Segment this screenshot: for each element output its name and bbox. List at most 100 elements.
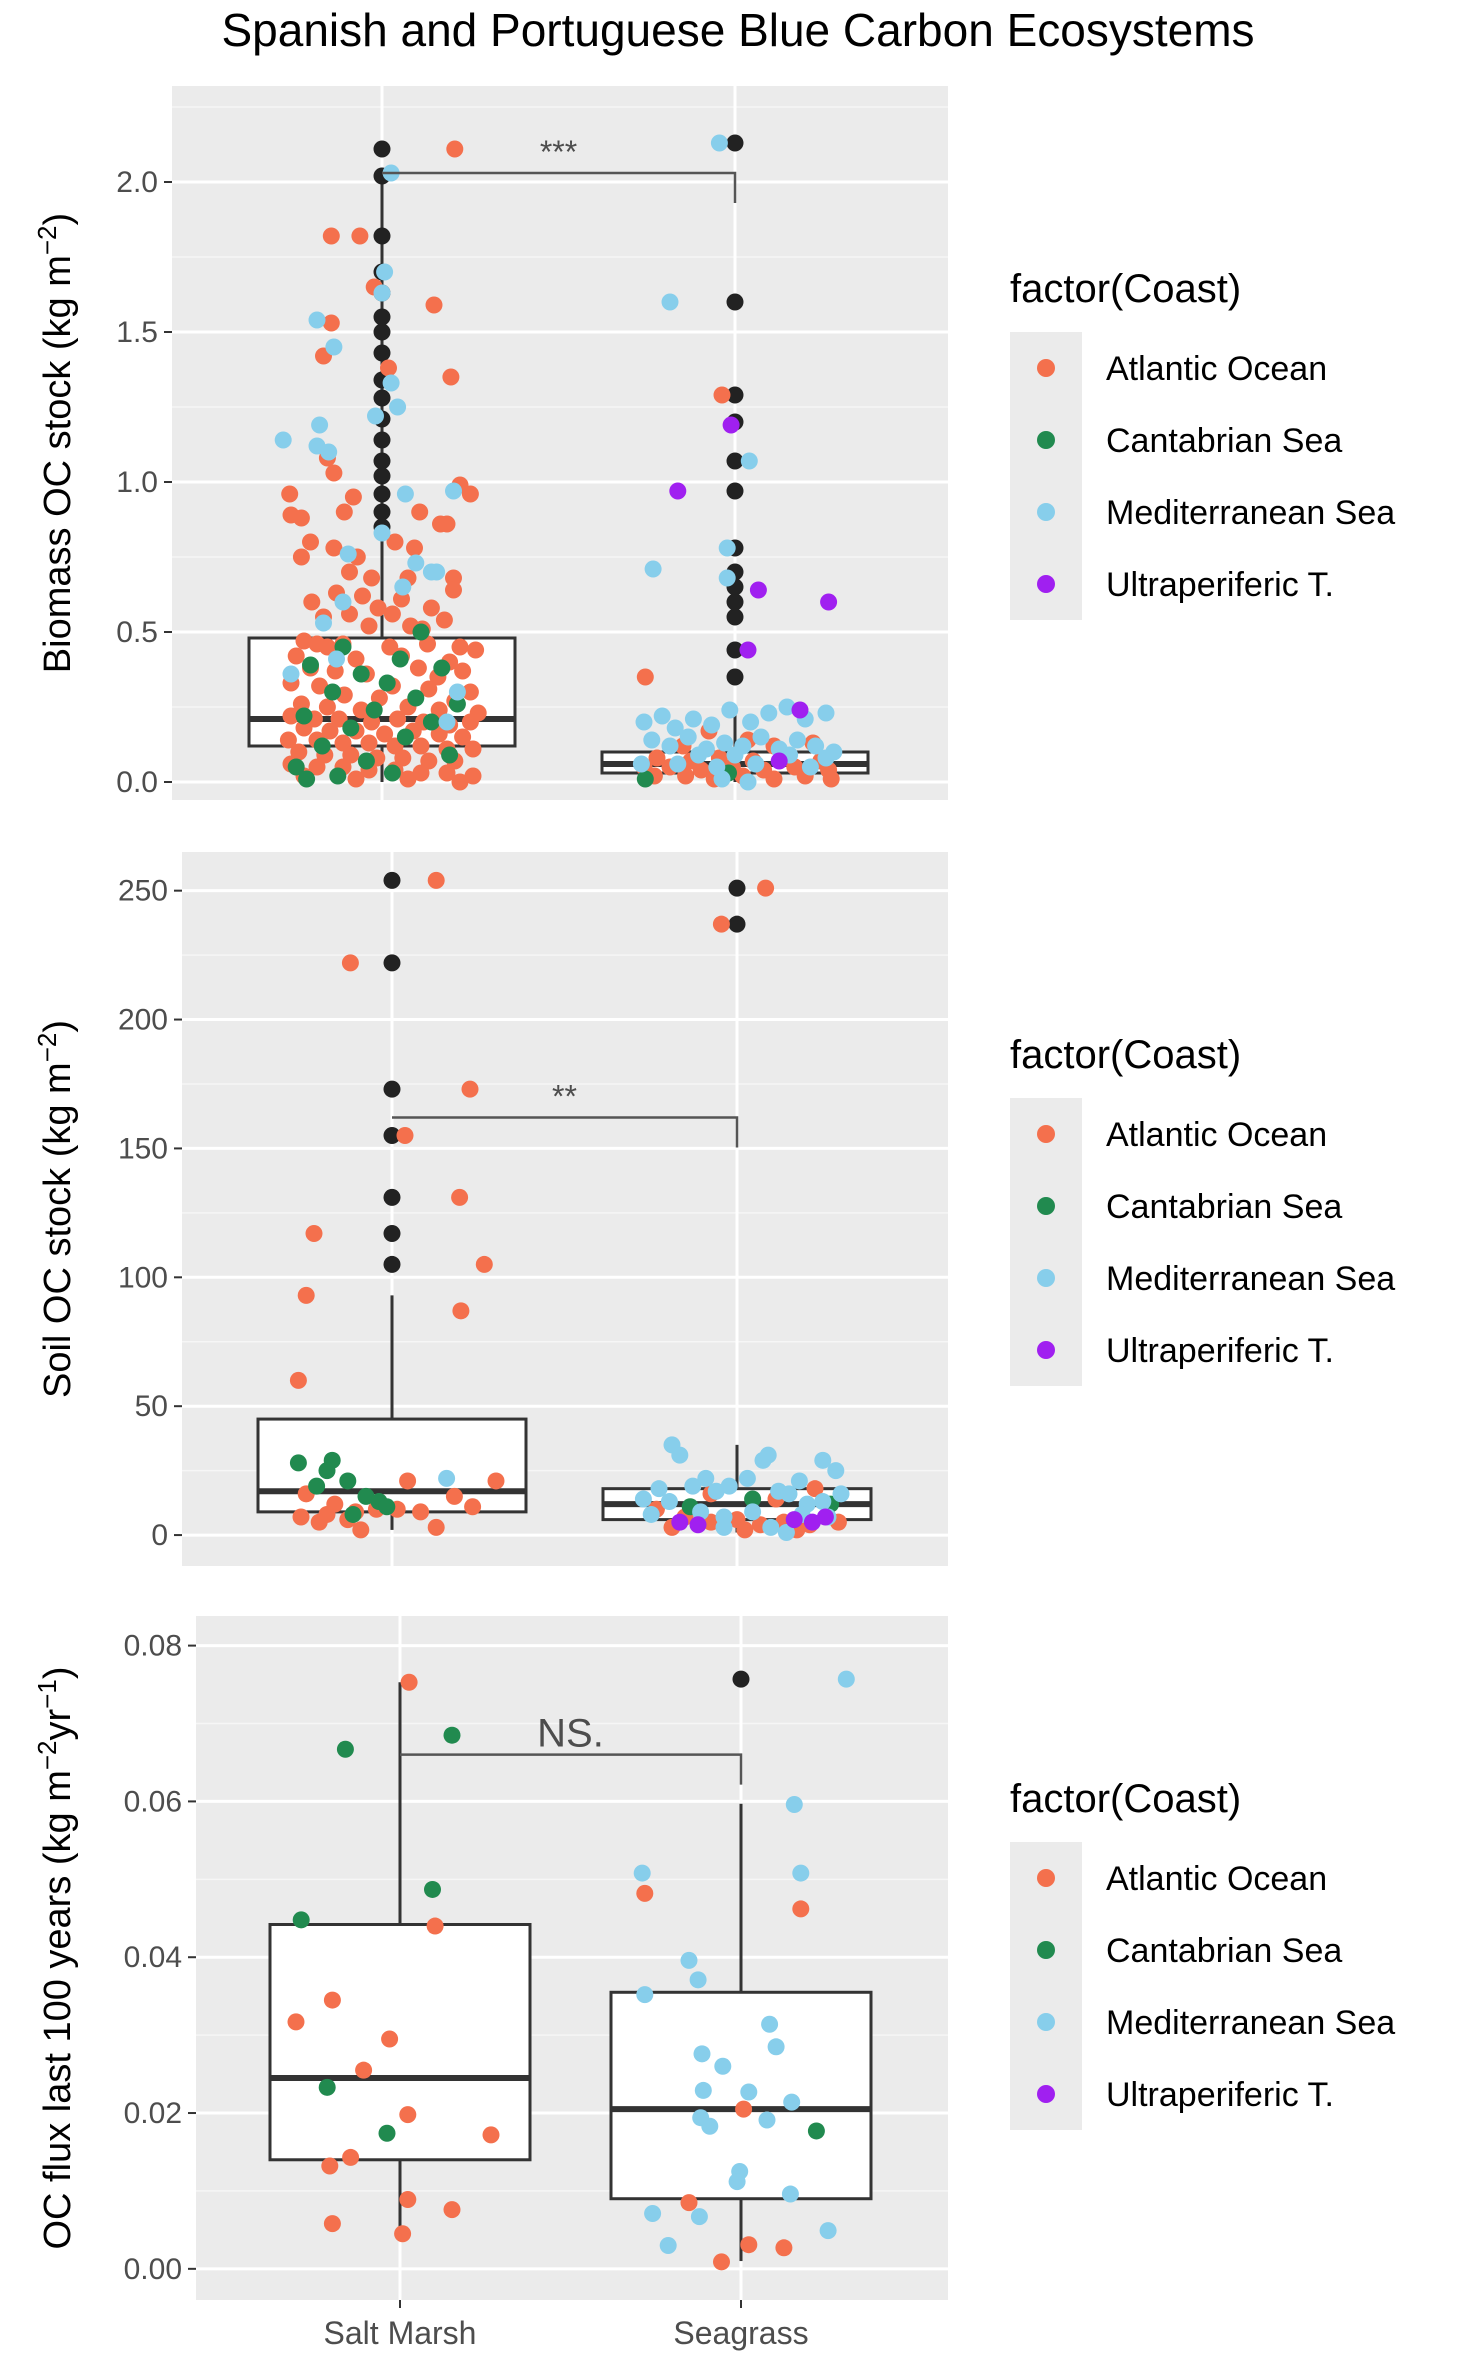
data-point-mediterranean-sea: [684, 1477, 702, 1495]
data-point-atlantic-ocean: [454, 662, 472, 680]
data-point-atlantic-ocean: [352, 701, 370, 719]
data-point-cantabrian-sea: [443, 1726, 461, 1744]
legend-label-mediterranean-sea: Mediterranean Sea: [1106, 1260, 1395, 1298]
data-point-mediterranean-sea: [373, 284, 391, 302]
data-point-atlantic-ocean: [322, 314, 340, 332]
data-point-atlantic-ocean: [427, 1518, 445, 1536]
outlier-point: [373, 431, 391, 449]
data-point-cantabrian-sea: [807, 2122, 825, 2140]
data-point-atlantic-ocean: [648, 749, 666, 767]
data-point-atlantic-ocean: [381, 2030, 399, 2048]
y-axis-label: OC flux last 100 years (kg m−2yr−1): [32, 1666, 79, 2249]
data-point-atlantic-ocean: [389, 710, 407, 728]
data-point-atlantic-ocean: [292, 548, 310, 566]
data-point-cantabrian-sea: [441, 746, 459, 764]
data-point-atlantic-ocean: [445, 1487, 463, 1505]
data-point-atlantic-ocean: [342, 746, 360, 764]
data-point-mediterranean-sea: [777, 1523, 795, 1541]
data-point-ultraperiferic-t: [739, 641, 757, 659]
data-point-mediterranean-sea: [635, 713, 653, 731]
outlier-point: [373, 467, 391, 485]
data-point-ultraperiferic-t: [749, 581, 767, 599]
legend-label-atlantic-ocean: Atlantic Ocean: [1106, 1116, 1327, 1154]
data-point-atlantic-ocean: [482, 2126, 500, 2144]
y-tick-label: 1.0: [116, 466, 158, 499]
data-point-atlantic-ocean: [636, 668, 654, 686]
data-point-atlantic-ocean: [295, 632, 313, 650]
data-point-mediterranean-sea: [788, 731, 806, 749]
data-point-atlantic-ocean: [461, 485, 479, 503]
data-point-mediterranean-sea: [701, 2117, 719, 2135]
data-point-mediterranean-sea: [684, 710, 702, 728]
legend-key-cantabrian-sea: [1037, 1197, 1055, 1215]
data-point-ultraperiferic-t: [722, 416, 740, 434]
data-point-mediterranean-sea: [661, 737, 679, 755]
legend: factor(Coast) Atlantic Ocean Cantabrian Se…: [1010, 1033, 1395, 1386]
data-point-mediterranean-sea: [334, 593, 352, 611]
data-point-mediterranean-sea: [767, 2038, 785, 2056]
data-point-cantabrian-sea: [448, 695, 466, 713]
data-point-mediterranean-sea: [445, 482, 462, 500]
data-point-mediterranean-sea: [643, 731, 661, 749]
outlier-point: [728, 879, 746, 897]
data-point-atlantic-ocean: [454, 728, 472, 746]
data-point-mediterranean-sea: [389, 398, 407, 416]
data-point-mediterranean-sea: [814, 1451, 832, 1469]
data-point-atlantic-ocean: [406, 539, 423, 557]
data-point-cantabrian-sea: [342, 719, 360, 737]
data-point-cantabrian-sea: [357, 752, 375, 770]
y-tick-label: 2.0: [116, 166, 158, 199]
data-point-atlantic-ocean: [347, 650, 365, 668]
outlier-point: [383, 1080, 401, 1098]
y-tick-label: 150: [118, 1132, 168, 1165]
data-point-atlantic-ocean: [425, 296, 443, 314]
outlier-point: [373, 452, 391, 470]
y-tick-label: 0.06: [124, 1785, 182, 1818]
data-point-atlantic-ocean: [775, 2239, 793, 2257]
data-point-cantabrian-sea: [329, 767, 347, 785]
data-point-cantabrian-sea: [378, 1498, 396, 1516]
data-point-atlantic-ocean: [757, 879, 775, 897]
data-point-atlantic-ocean: [412, 1503, 430, 1521]
data-point-atlantic-ocean: [287, 647, 305, 665]
outlier-point: [726, 452, 744, 470]
data-point-mediterranean-sea: [692, 1503, 710, 1521]
data-point-atlantic-ocean: [322, 227, 340, 245]
legend-label-cantabrian-sea: Cantabrian Sea: [1106, 1188, 1342, 1226]
legend-label-atlantic-ocean: Atlantic Ocean: [1106, 350, 1327, 388]
data-point-mediterranean-sea: [448, 683, 466, 701]
data-point-atlantic-ocean: [740, 2236, 758, 2254]
data-point-cantabrian-sea: [433, 659, 451, 677]
legend-label-ultraperiferic-t: Ultraperiferic T.: [1106, 1332, 1334, 1370]
data-point-atlantic-ocean: [736, 1521, 754, 1539]
data-point-cantabrian-sea: [636, 770, 654, 788]
data-point-cantabrian-sea: [357, 1487, 375, 1505]
data-point-cantabrian-sea: [287, 758, 305, 776]
y-tick-label: 0.04: [124, 1941, 182, 1974]
data-point-atlantic-ocean: [342, 2148, 360, 2166]
data-point-atlantic-ocean: [713, 2253, 730, 2271]
data-point-mediterranean-sea: [407, 554, 425, 572]
data-point-mediterranean-sea: [781, 2185, 799, 2203]
data-point-mediterranean-sea: [690, 746, 708, 764]
data-point-mediterranean-sea: [827, 1462, 845, 1480]
outlier-point: [726, 134, 744, 152]
outlier-point: [383, 1224, 401, 1242]
outlier-point: [373, 140, 391, 158]
outlier-point: [373, 308, 391, 326]
data-point-mediterranean-sea: [644, 560, 662, 578]
outlier-point: [373, 503, 391, 521]
data-point-atlantic-ocean: [376, 725, 394, 743]
y-tick-label: 0.00: [124, 2253, 182, 2286]
legend-key-cantabrian-sea: [1037, 431, 1055, 449]
data-point-mediterranean-sea: [636, 1986, 654, 2004]
outlier-point: [383, 954, 401, 972]
data-point-cantabrian-sea: [352, 665, 370, 683]
data-point-cantabrian-sea: [298, 770, 316, 788]
data-point-atlantic-ocean: [692, 761, 710, 779]
outlier-point: [383, 871, 401, 889]
outlier-point: [373, 389, 391, 407]
data-point-mediterranean-sea: [633, 1864, 651, 1882]
chart-title: Spanish and Portuguese Blue Carbon Ecosy…: [221, 4, 1254, 56]
data-point-atlantic-ocean: [461, 1080, 479, 1098]
